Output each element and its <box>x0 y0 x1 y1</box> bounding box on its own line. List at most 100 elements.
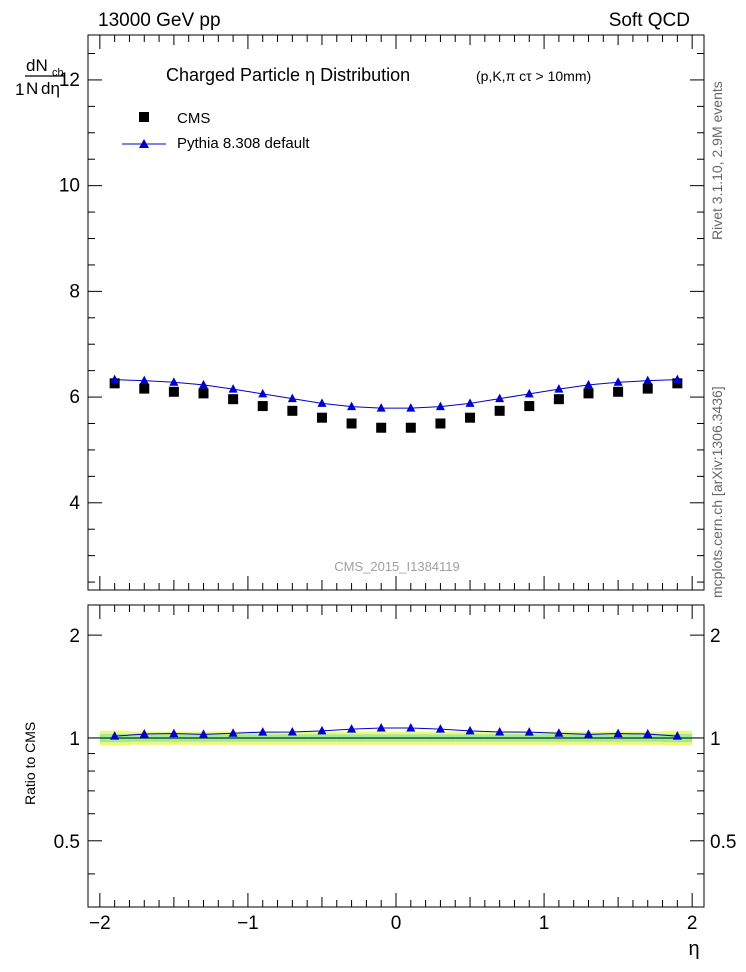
main-y-tick-label: 12 <box>59 70 80 91</box>
pythia-point <box>643 375 653 385</box>
ratio-pythia-point <box>376 723 386 732</box>
ratio-pythia-point <box>199 729 208 738</box>
cms-point <box>524 401 535 412</box>
cms-point <box>642 383 653 394</box>
ylabel-dn: dN <box>26 56 48 75</box>
ratio-y-tick-label-left: 1 <box>69 729 80 750</box>
ratio-pythia-point <box>495 726 505 736</box>
pythia-point <box>376 403 386 412</box>
pythia-point <box>465 398 475 407</box>
legend-pythia-marker <box>139 139 149 148</box>
cms-point <box>405 422 416 433</box>
ylabel-deta: dη <box>41 79 60 98</box>
cms-point <box>435 418 446 429</box>
pythia-point <box>672 374 682 384</box>
cms-point <box>672 378 683 389</box>
cms-point <box>465 412 476 423</box>
pythia-point <box>613 377 623 386</box>
ratio-x-tick-label: 1 <box>539 913 550 934</box>
ylabel-n: N <box>26 79 38 98</box>
ratio-pythia-point <box>110 731 120 740</box>
main-y-tick-label: 10 <box>59 176 80 197</box>
ratio-pythia-point <box>672 731 682 740</box>
ratio-pythia-point <box>643 728 653 738</box>
legend-pythia-label: Pythia 8.308 default <box>177 135 310 152</box>
pythia-point <box>287 393 297 403</box>
ratio-y-label: Ratio to CMS <box>22 722 38 805</box>
main-title: Charged Particle η Distribution <box>166 65 410 85</box>
ratio-panel: 0.5 0.5 1 1 2 2 −2 −1 0 1 2 Ratio to CMS η <box>22 604 736 960</box>
ylabel-one: 1 <box>15 80 24 99</box>
ratio-y-tick-label-right: 0.5 <box>710 832 736 853</box>
cms-point <box>583 388 594 399</box>
ratio-pythia-point <box>258 727 268 736</box>
main-y-ticks: 4 6 8 10 12 <box>59 53 704 583</box>
main-x-ticks <box>99 35 693 590</box>
energy-label: 13000 GeV pp <box>98 10 221 31</box>
ratio-pythia-point <box>465 725 475 735</box>
cms-point <box>139 383 150 394</box>
cms-point <box>198 388 209 399</box>
cms-point <box>494 405 505 416</box>
x-axis-label: η <box>688 938 699 960</box>
cms-point <box>287 405 298 416</box>
ratio-data-marks <box>110 723 682 740</box>
pythia-point <box>110 374 120 384</box>
rivet-info: Rivet 3.1.10, 2.9M events <box>709 81 725 240</box>
pythia-point <box>347 401 357 411</box>
main-y-tick-label: 8 <box>69 281 80 302</box>
pythia-point <box>584 379 593 389</box>
ratio-y-tick-label-right: 2 <box>710 626 721 647</box>
ratio-pythia-point <box>139 728 149 738</box>
pythia-point <box>524 388 534 398</box>
ratio-pythia-point <box>554 728 564 737</box>
pythia-point <box>169 377 179 386</box>
ratio-y-ticks: 0.5 0.5 1 1 2 2 <box>54 626 736 875</box>
main-data-marks <box>109 374 683 433</box>
main-y-tick-label: 6 <box>69 387 80 408</box>
ratio-pythia-point <box>169 728 179 738</box>
analysis-label: CMS_2015_I1384119 <box>334 559 460 574</box>
ratio-pythia-point <box>347 724 357 733</box>
main-y-tick-label: 4 <box>69 493 80 514</box>
legend-cms-marker <box>139 112 149 122</box>
ratio-y-tick-label-right: 1 <box>710 729 721 750</box>
ratio-uncertainty-bands <box>88 730 704 746</box>
pythia-point <box>228 384 238 393</box>
cms-point <box>346 418 357 429</box>
pythia-point <box>495 393 505 403</box>
ratio-x-tick-label: −1 <box>237 913 259 934</box>
main-subtitle: (p,K,π cτ > 10mm) <box>476 68 591 84</box>
ratio-y-tick-label-left: 2 <box>69 626 80 647</box>
pythia-line <box>114 379 678 409</box>
pythia-point <box>139 375 149 385</box>
ratio-pythia-point <box>287 726 297 736</box>
ratio-pythia-point <box>524 727 534 736</box>
mcplots-info: mcplots.cern.ch [arXiv:1306.3436] <box>709 386 725 598</box>
pythia-point <box>554 384 564 393</box>
cms-point <box>553 394 564 405</box>
cms-point <box>613 386 624 397</box>
ratio-pythia-point <box>435 724 445 733</box>
ratio-y-tick-label-left: 0.5 <box>54 832 80 853</box>
ratio-pythia-point <box>228 728 238 737</box>
pythia-point <box>435 401 445 411</box>
ratio-pythia-line <box>114 727 678 737</box>
pythia-point <box>199 379 208 389</box>
pythia-point <box>406 403 416 412</box>
ylabel-sub: ch <box>52 67 64 79</box>
category-label: Soft QCD <box>609 10 690 31</box>
cms-point <box>257 401 268 412</box>
ratio-pythia-point <box>317 725 327 735</box>
ratio-x-ticks: −2 −1 0 1 2 <box>89 605 697 934</box>
pythia-point <box>258 388 268 398</box>
ratio-frame <box>87 604 705 908</box>
cms-point <box>316 412 327 423</box>
ratio-x-tick-label: 2 <box>687 913 698 934</box>
ratio-pythia-point <box>613 728 623 738</box>
ratio-x-tick-label: 0 <box>391 913 402 934</box>
main-y-label: 1 dN ch N dη <box>15 56 64 99</box>
cms-point <box>228 394 239 405</box>
